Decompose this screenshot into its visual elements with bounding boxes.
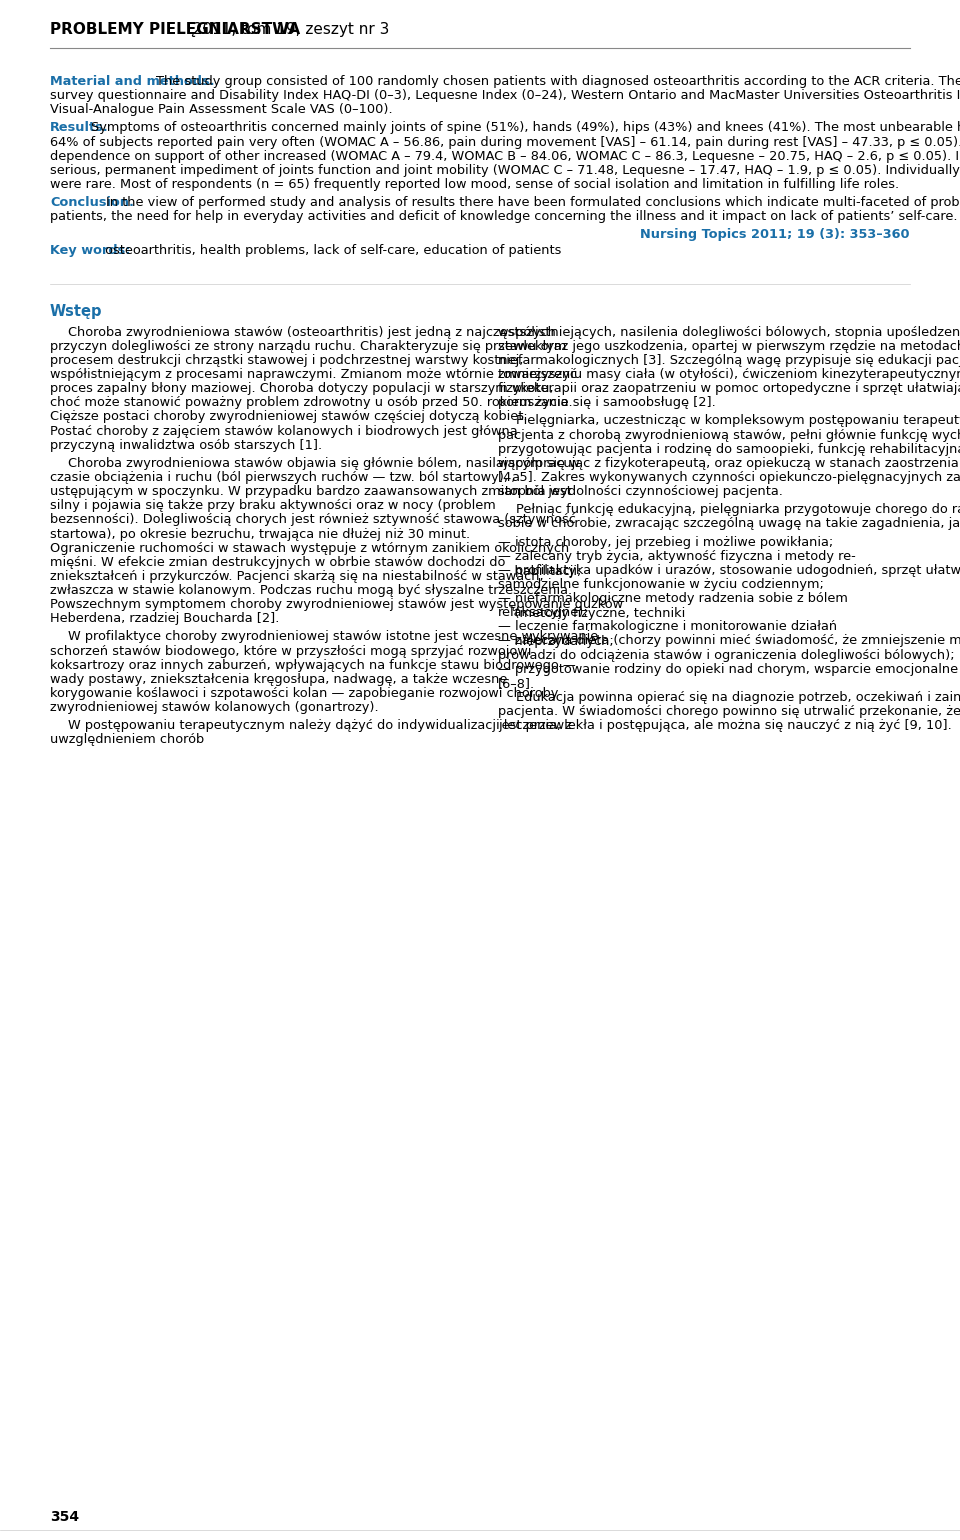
Text: ustępującym w spoczynku. W przypadku bardzo zaawansowanych zmian ból jest: ustępującym w spoczynku. W przypadku bar…: [50, 485, 572, 497]
Text: stawu oraz jego uszkodzenia, opartej w pierwszym rzędzie na metodach: stawu oraz jego uszkodzenia, opartej w p…: [498, 340, 960, 353]
Text: Choroba zwyrodnieniowa stawów (osteoarthritis) jest jedną z najczęstszych: Choroba zwyrodnieniowa stawów (osteoarth…: [68, 325, 556, 339]
Text: Wstęp: Wstęp: [50, 303, 103, 319]
Text: Powszechnym symptomem choroby zwyrodnieniowej stawów jest występowanie guzków: Powszechnym symptomem choroby zwyrodnien…: [50, 598, 623, 611]
Text: Ograniczenie ruchomości w stawach występuje z wtórnym zanikiem okolicznych: Ograniczenie ruchomości w stawach występ…: [50, 542, 569, 554]
Text: stopnia wydolności czynnościowej pacjenta.: stopnia wydolności czynnościowej pacjent…: [498, 485, 782, 497]
Text: 354: 354: [50, 1511, 79, 1525]
Text: patients, the need for help in everyday activities and deficit of knowledge conc: patients, the need for help in everyday …: [50, 211, 957, 223]
Text: 2011, tom 19, zeszyt nr 3: 2011, tom 19, zeszyt nr 3: [188, 22, 389, 37]
Text: uwzględnieniem chorób: uwzględnieniem chorób: [50, 733, 204, 747]
Text: [4, 5]. Zakres wykonywanych czynności opiekunczo-pielęgnacyjnych zależy od: [4, 5]. Zakres wykonywanych czynności op…: [498, 471, 960, 484]
Text: poruszanie się i samoobsługę [2].: poruszanie się i samoobsługę [2].: [498, 396, 716, 410]
Text: pacjenta z chorobą zwyrodnieniową stawów, pełni głównie funkcję wychowawczą,: pacjenta z chorobą zwyrodnieniową stawów…: [498, 428, 960, 442]
Text: Results.: Results.: [50, 122, 108, 134]
Text: pacjenta. W świadomości chorego powinno się utrwalić przekonanie, że choroba: pacjenta. W świadomości chorego powinno …: [498, 705, 960, 718]
Text: Cięższe postaci choroby zwyrodnieniowej stawów częściej dotyczą kobiet.: Cięższe postaci choroby zwyrodnieniowej …: [50, 411, 527, 424]
Text: W profilaktyce choroby zwyrodnieniowej stawów istotne jest wczesne wykrywanie: W profilaktyce choroby zwyrodnieniowej s…: [68, 630, 598, 644]
Text: mięśni. W efekcie zmian destrukcyjnych w obrbie stawów dochodzi do: mięśni. W efekcie zmian destrukcyjnych w…: [50, 556, 505, 568]
Text: — zalecana dieta (chorzy powinni mieć świadomość, że zmniejszenie masy ciała: — zalecana dieta (chorzy powinni mieć św…: [498, 634, 960, 647]
Text: Postać choroby z zajęciem stawów kolanowych i biodrowych jest główną: Postać choroby z zajęciem stawów kolanow…: [50, 425, 517, 437]
Text: samodzielne funkcjonowanie w życiu codziennym;: samodzielne funkcjonowanie w życiu codzi…: [498, 578, 824, 591]
Text: were rare. Most of respondents (n = 65) frequently reported low mood, sense of s: were rare. Most of respondents (n = 65) …: [50, 179, 900, 191]
Text: zwyrodnieniowej stawów kolanowych (gonartrozy).: zwyrodnieniowej stawów kolanowych (gonar…: [50, 701, 378, 715]
Text: Key words:: Key words:: [50, 245, 131, 257]
Text: choć może stanowić poważny problem zdrowotny u osób przed 50. rokiem życia.: choć może stanowić poważny problem zdrow…: [50, 396, 572, 410]
Text: — niefarmakologiczne metody radzenia sobie z bólem
    (metody fizyczne, technik: — niefarmakologiczne metody radzenia sob…: [498, 591, 848, 621]
Text: Symptoms of osteoarthritis concerned mainly joints of spine (51%), hands (49%), : Symptoms of osteoarthritis concerned mai…: [90, 122, 960, 134]
Text: korygowanie koślawoci i szpotawości kolan — zapobieganie rozwojowi choroby: korygowanie koślawoci i szpotawości kola…: [50, 687, 559, 701]
Text: — przygotowanie rodziny do opieki nad chorym, wsparcie emocjonalne i informacyjn: — przygotowanie rodziny do opieki nad ch…: [498, 662, 960, 676]
Text: współistniejących, nasilenia dolegliwości bólowych, stopnia upośledzenia funkcji: współistniejących, nasilenia dolegliwośc…: [498, 325, 960, 339]
Text: procesem destrukcji chrząstki stawowej i podchrzestnej warstwy kostnej,: procesem destrukcji chrząstki stawowej i…: [50, 354, 523, 367]
Text: czasie obciążenia i ruchu (ból pierwszych ruchów — tzw. ból startowy), a: czasie obciążenia i ruchu (ból pierwszyc…: [50, 471, 520, 484]
Text: prowadzi do odciążenia stawów i ograniczenia dolegliwości bólowych);: prowadzi do odciążenia stawów i ogranicz…: [498, 648, 954, 662]
Text: niefarmakologicznych [3]. Szczególną wagę przypisuje się edukacji pacjenta,: niefarmakologicznych [3]. Szczególną wag…: [498, 354, 960, 367]
Text: sobie w chorobie, zwracając szczególną uwagę na takie zagadnienia, jak:: sobie w chorobie, zwracając szczególną u…: [498, 517, 960, 530]
Text: Pełniąc funkcję edukacyjną, pielęgniarka przygotowuje chorego do radzenia: Pełniąc funkcję edukacyjną, pielęgniarka…: [516, 504, 960, 516]
Text: — istota choroby, jej przebieg i możliwe powikłania;: — istota choroby, jej przebieg i możliwe…: [498, 536, 833, 548]
Text: zniekształceń i przykurczów. Pacjenci skarżą się na niestabilność w stawach,: zniekształceń i przykurczów. Pacjenci sk…: [50, 570, 543, 584]
Text: przygotowując pacjenta i rodzinę do samoopieki, funkcję rehabilitacyjną,: przygotowując pacjenta i rodzinę do samo…: [498, 442, 960, 456]
Text: W postępowaniu terapeutycznym należy dążyć do indywidualizacji leczenia, z: W postępowaniu terapeutycznym należy dąż…: [68, 719, 572, 733]
Text: współistniejącym z procesami naprawczymi. Zmianom może wtórnie towarzyszyć: współistniejącym z procesami naprawczymi…: [50, 368, 577, 380]
Text: zwłaszcza w stawie kolanowym. Podczas ruchu mogą być słyszalne trzeszczenia.: zwłaszcza w stawie kolanowym. Podczas ru…: [50, 584, 572, 598]
Text: proces zapalny błony maziowej. Choroba dotyczy populacji w starszym wieku,: proces zapalny błony maziowej. Choroba d…: [50, 382, 554, 396]
Text: The study group consisted of 100 randomly chosen patients with diagnosed osteoar: The study group consisted of 100 randoml…: [156, 75, 960, 88]
Text: współpracując z fizykoterapeutą, oraz opiekuczą w stanach zaostrzenia choroby: współpracując z fizykoterapeutą, oraz op…: [498, 457, 960, 470]
Text: zmniejszeniu masy ciała (w otyłości), ćwiczeniom kinezyterapeutycznym i: zmniejszeniu masy ciała (w otyłości), ćw…: [498, 368, 960, 380]
Text: — profilaktyka upadków i urazów, stosowanie udogodnień, sprzęt ułatwiający: — profilaktyka upadków i urazów, stosowa…: [498, 564, 960, 578]
Text: schorzeń stawów biodowego, które w przyszłości mogą sprzyjać rozwojowi: schorzeń stawów biodowego, które w przys…: [50, 645, 532, 658]
Text: Nursing Topics 2011; 19 (3): 353–360: Nursing Topics 2011; 19 (3): 353–360: [640, 228, 910, 242]
Text: przyczyną inwalidztwa osób starszych [1].: przyczyną inwalidztwa osób starszych [1]…: [50, 439, 323, 451]
Text: PROBLEMY PIELĘGNIARSTWA: PROBLEMY PIELĘGNIARSTWA: [50, 22, 300, 37]
Text: fizykoterapii oraz zaopatrzeniu w pomoc ortopedyczne i sprzęt ułatwiający: fizykoterapii oraz zaopatrzeniu w pomoc …: [498, 382, 960, 396]
Text: — leczenie farmakologiczne i monitorowanie działań
    nieprzydanych;: — leczenie farmakologiczne i monitorowan…: [498, 621, 837, 648]
Text: jest przewlekła i postępująca, ale można się nauczyć z nią żyć [9, 10].: jest przewlekła i postępująca, ale można…: [498, 719, 951, 733]
Text: Edukacja powinna opierać się na diagnozie potrzeb, oczekiwań i zainteresowań: Edukacja powinna opierać się na diagnozi…: [516, 691, 960, 704]
Text: In the view of performed study and analysis of results there have been formulate: In the view of performed study and analy…: [106, 196, 960, 209]
Text: — zalecany tryb życia, aktywność fizyczna i metody re-
    habilitacji;: — zalecany tryb życia, aktywność fizyczn…: [498, 550, 855, 578]
Text: Heberdena, rzadziej Boucharda [2].: Heberdena, rzadziej Boucharda [2].: [50, 613, 279, 625]
Text: Choroba zwyrodnieniowa stawów objawia się głównie bólem, nasilającym się w: Choroba zwyrodnieniowa stawów objawia si…: [68, 457, 580, 470]
Text: bezsenności). Dolegliwością chorych jest również sztywność stawowa (sztywność: bezsenności). Dolegliwością chorych jest…: [50, 513, 576, 527]
Text: [6–8].: [6–8].: [498, 678, 535, 690]
Text: wady postawy, zniekształcenia kręgosłupa, nadwagę, a także wczesne: wady postawy, zniekształcenia kręgosłupa…: [50, 673, 508, 685]
Text: relaksacyjne);: relaksacyjne);: [498, 607, 588, 619]
Text: dependence on support of other increased (WOMAC A – 79.4, WOMAC B – 84.06, WOMAC: dependence on support of other increased…: [50, 149, 960, 163]
Text: koksartrozy oraz innych zaburzeń, wpływających na funkcje stawu biodrowego —: koksartrozy oraz innych zaburzeń, wpływa…: [50, 659, 576, 671]
Text: survey questionnaire and Disability Index HAQ-DI (0–3), Lequesne Index (0–24), W: survey questionnaire and Disability Inde…: [50, 89, 960, 102]
Text: Visual-Analogue Pain Assessment Scale VAS (0–100).: Visual-Analogue Pain Assessment Scale VA…: [50, 103, 393, 117]
Text: Pielęgniarka, uczestnicząc w kompleksowym postępowaniu terapeutycznym wobec: Pielęgniarka, uczestnicząc w kompleksowy…: [516, 414, 960, 428]
Text: startowa), po okresie bezruchu, trwająca nie dłużej niż 30 minut.: startowa), po okresie bezruchu, trwająca…: [50, 528, 470, 541]
Text: silny i pojawia się także przy braku aktywności oraz w nocy (problem: silny i pojawia się także przy braku akt…: [50, 499, 495, 513]
Text: Conclusion.: Conclusion.: [50, 196, 134, 209]
Text: osteoarthritis, health problems, lack of self-care, education of patients: osteoarthritis, health problems, lack of…: [101, 245, 561, 257]
Text: serious, permanent impediment of joints function and joint mobility (WOMAC C – 7: serious, permanent impediment of joints …: [50, 163, 960, 177]
Text: Material and methods.: Material and methods.: [50, 75, 215, 88]
Text: 64% of subjects reported pain very often (WOMAC A – 56.86, pain during movement : 64% of subjects reported pain very often…: [50, 136, 960, 148]
Text: przyczyn dolegliwości ze strony narządu ruchu. Charakteryzuje się przewlekłym: przyczyn dolegliwości ze strony narządu …: [50, 340, 566, 353]
